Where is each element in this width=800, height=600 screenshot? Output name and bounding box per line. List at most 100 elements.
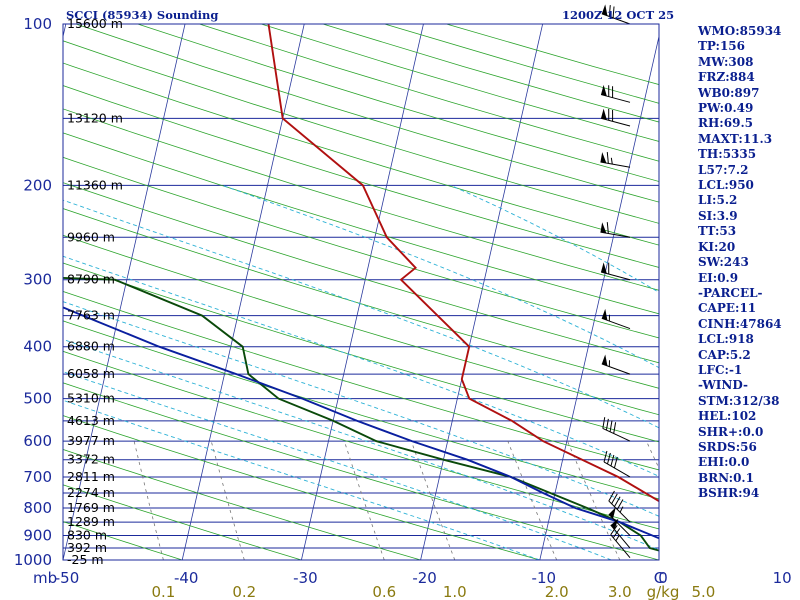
dry-adiabat-line — [63, 382, 659, 560]
height-label: 13120 m — [67, 110, 123, 125]
index-item: MW:308 — [698, 54, 754, 69]
index-item: BSHR:94 — [698, 486, 760, 501]
pressure-tick-label: 700 — [23, 468, 52, 486]
index-item: CAP:5.2 — [698, 347, 751, 362]
height-label: 1289 m — [67, 514, 115, 529]
index-item: STM:312/38 — [698, 393, 780, 408]
wind-barb — [601, 308, 631, 330]
pressure-tick-label: 600 — [23, 432, 52, 450]
pressure-tick-label: 500 — [23, 390, 52, 408]
wind-barb — [600, 262, 631, 281]
height-label: 7763 m — [67, 308, 115, 323]
dry-adiabat-line — [63, 521, 183, 560]
dry-adiabat-line — [63, 108, 659, 291]
temperature-tick-label: 10 — [773, 569, 792, 587]
index-item: WB0:897 — [698, 85, 760, 100]
height-label: 3372 m — [67, 452, 115, 467]
moist-adiabat-line — [63, 255, 659, 477]
mixing-ratio-line — [507, 440, 558, 560]
temperature-tick-label: -30 — [293, 569, 318, 587]
height-label: 9960 m — [67, 229, 115, 244]
index-item: LCL:950 — [698, 178, 754, 193]
dry-adiabat-line — [63, 290, 659, 471]
mixing-ratio-line — [567, 440, 621, 560]
index-item: HEL:102 — [698, 409, 757, 424]
mixing-ratio-line — [210, 440, 245, 560]
height-label: 6880 m — [67, 339, 115, 354]
mixing-ratio-label: 2.0 — [545, 583, 569, 600]
mixing-ratio-label: 0.1 — [151, 583, 175, 600]
moist-adiabat-line — [63, 338, 659, 551]
index-item: LCL:918 — [698, 332, 754, 347]
height-label: 392 m — [67, 540, 107, 555]
index-item: SHR+:0.0 — [698, 424, 764, 439]
dry-adiabat-line — [63, 484, 302, 560]
index-item: EHI:0.0 — [698, 455, 750, 470]
wind-barb — [608, 490, 631, 523]
dewpoint-trace — [63, 276, 659, 552]
height-label: 11360 m — [67, 177, 123, 192]
isotherm-line — [63, 24, 186, 560]
temperature-tick-label: -20 — [412, 569, 437, 587]
wind-barb — [601, 354, 631, 375]
height-label: 830 m — [67, 528, 107, 543]
dry-adiabat-line — [63, 262, 659, 443]
index-item: -WIND- — [698, 378, 748, 393]
height-label: 4613 m — [67, 413, 115, 428]
mixing-ratio-unit-label: g/kg — [647, 583, 680, 600]
dry-adiabat-line — [63, 449, 421, 560]
pressure-unit-label: mb — [33, 569, 57, 587]
index-item: CINH:47864 — [698, 316, 782, 331]
index-item: SRDS:56 — [698, 439, 757, 454]
pressure-tick-label: 100 — [23, 15, 52, 33]
temperature-tick-label: 0 — [658, 569, 668, 587]
moist-adiabat-line — [63, 371, 612, 560]
index-item: KI:20 — [698, 239, 736, 254]
wind-barb — [601, 4, 631, 25]
mixing-ratio-label: 5.0 — [691, 583, 715, 600]
pressure-tick-label: 900 — [23, 527, 52, 545]
mixing-ratio-line — [343, 440, 385, 560]
index-item: MAXT:11.3 — [698, 131, 773, 146]
height-label: 8790 m — [67, 272, 115, 287]
mixing-ratio-line — [410, 440, 456, 560]
dry-adiabat-line — [63, 350, 659, 530]
index-item: SW:243 — [698, 255, 749, 270]
index-item: LI:5.2 — [698, 193, 738, 208]
mixing-ratio-label: 1.0 — [443, 583, 467, 600]
temperature-unit-label: C — [654, 569, 664, 587]
temperature-trace — [267, 24, 659, 503]
dry-adiabat-line — [63, 85, 659, 268]
dry-adiabat-line — [63, 234, 659, 416]
index-item: FRZ:884 — [698, 70, 755, 85]
wind-barb — [600, 222, 631, 238]
observation-time: 1200Z 12 OCT 25 — [562, 8, 675, 22]
mixing-ratio-line — [133, 441, 164, 560]
index-item: BRN:0.1 — [698, 470, 754, 485]
isotherm-line — [539, 34, 659, 560]
index-item: EI:0.9 — [698, 270, 739, 285]
pressure-tick-label: 1000 — [14, 551, 52, 569]
index-item: TP:156 — [698, 39, 746, 54]
height-label: 2274 m — [67, 485, 115, 500]
dry-adiabat-line — [63, 415, 540, 560]
wind-barb — [602, 417, 631, 442]
index-item: PW:0.49 — [698, 101, 754, 116]
dry-adiabat-line — [63, 320, 659, 500]
height-label: 5310 m — [67, 391, 115, 406]
grid-lines — [63, 24, 659, 560]
mixing-ratio-label: 0.6 — [372, 583, 396, 600]
height-label: 1769 m — [67, 500, 115, 515]
index-item: SI:3.9 — [698, 208, 738, 223]
index-item: WMO:85934 — [698, 24, 782, 38]
wind-barb — [610, 525, 631, 558]
mixing-ratio-label: 0.2 — [232, 583, 256, 600]
pressure-tick-label: 300 — [23, 271, 52, 289]
plot-frame — [62, 23, 660, 561]
pressure-tick-label: 800 — [23, 499, 52, 517]
mixing-ratio-label: 3.0 — [608, 583, 632, 600]
index-item: -PARCEL- — [698, 285, 763, 300]
dry-adiabat-line — [63, 132, 659, 315]
